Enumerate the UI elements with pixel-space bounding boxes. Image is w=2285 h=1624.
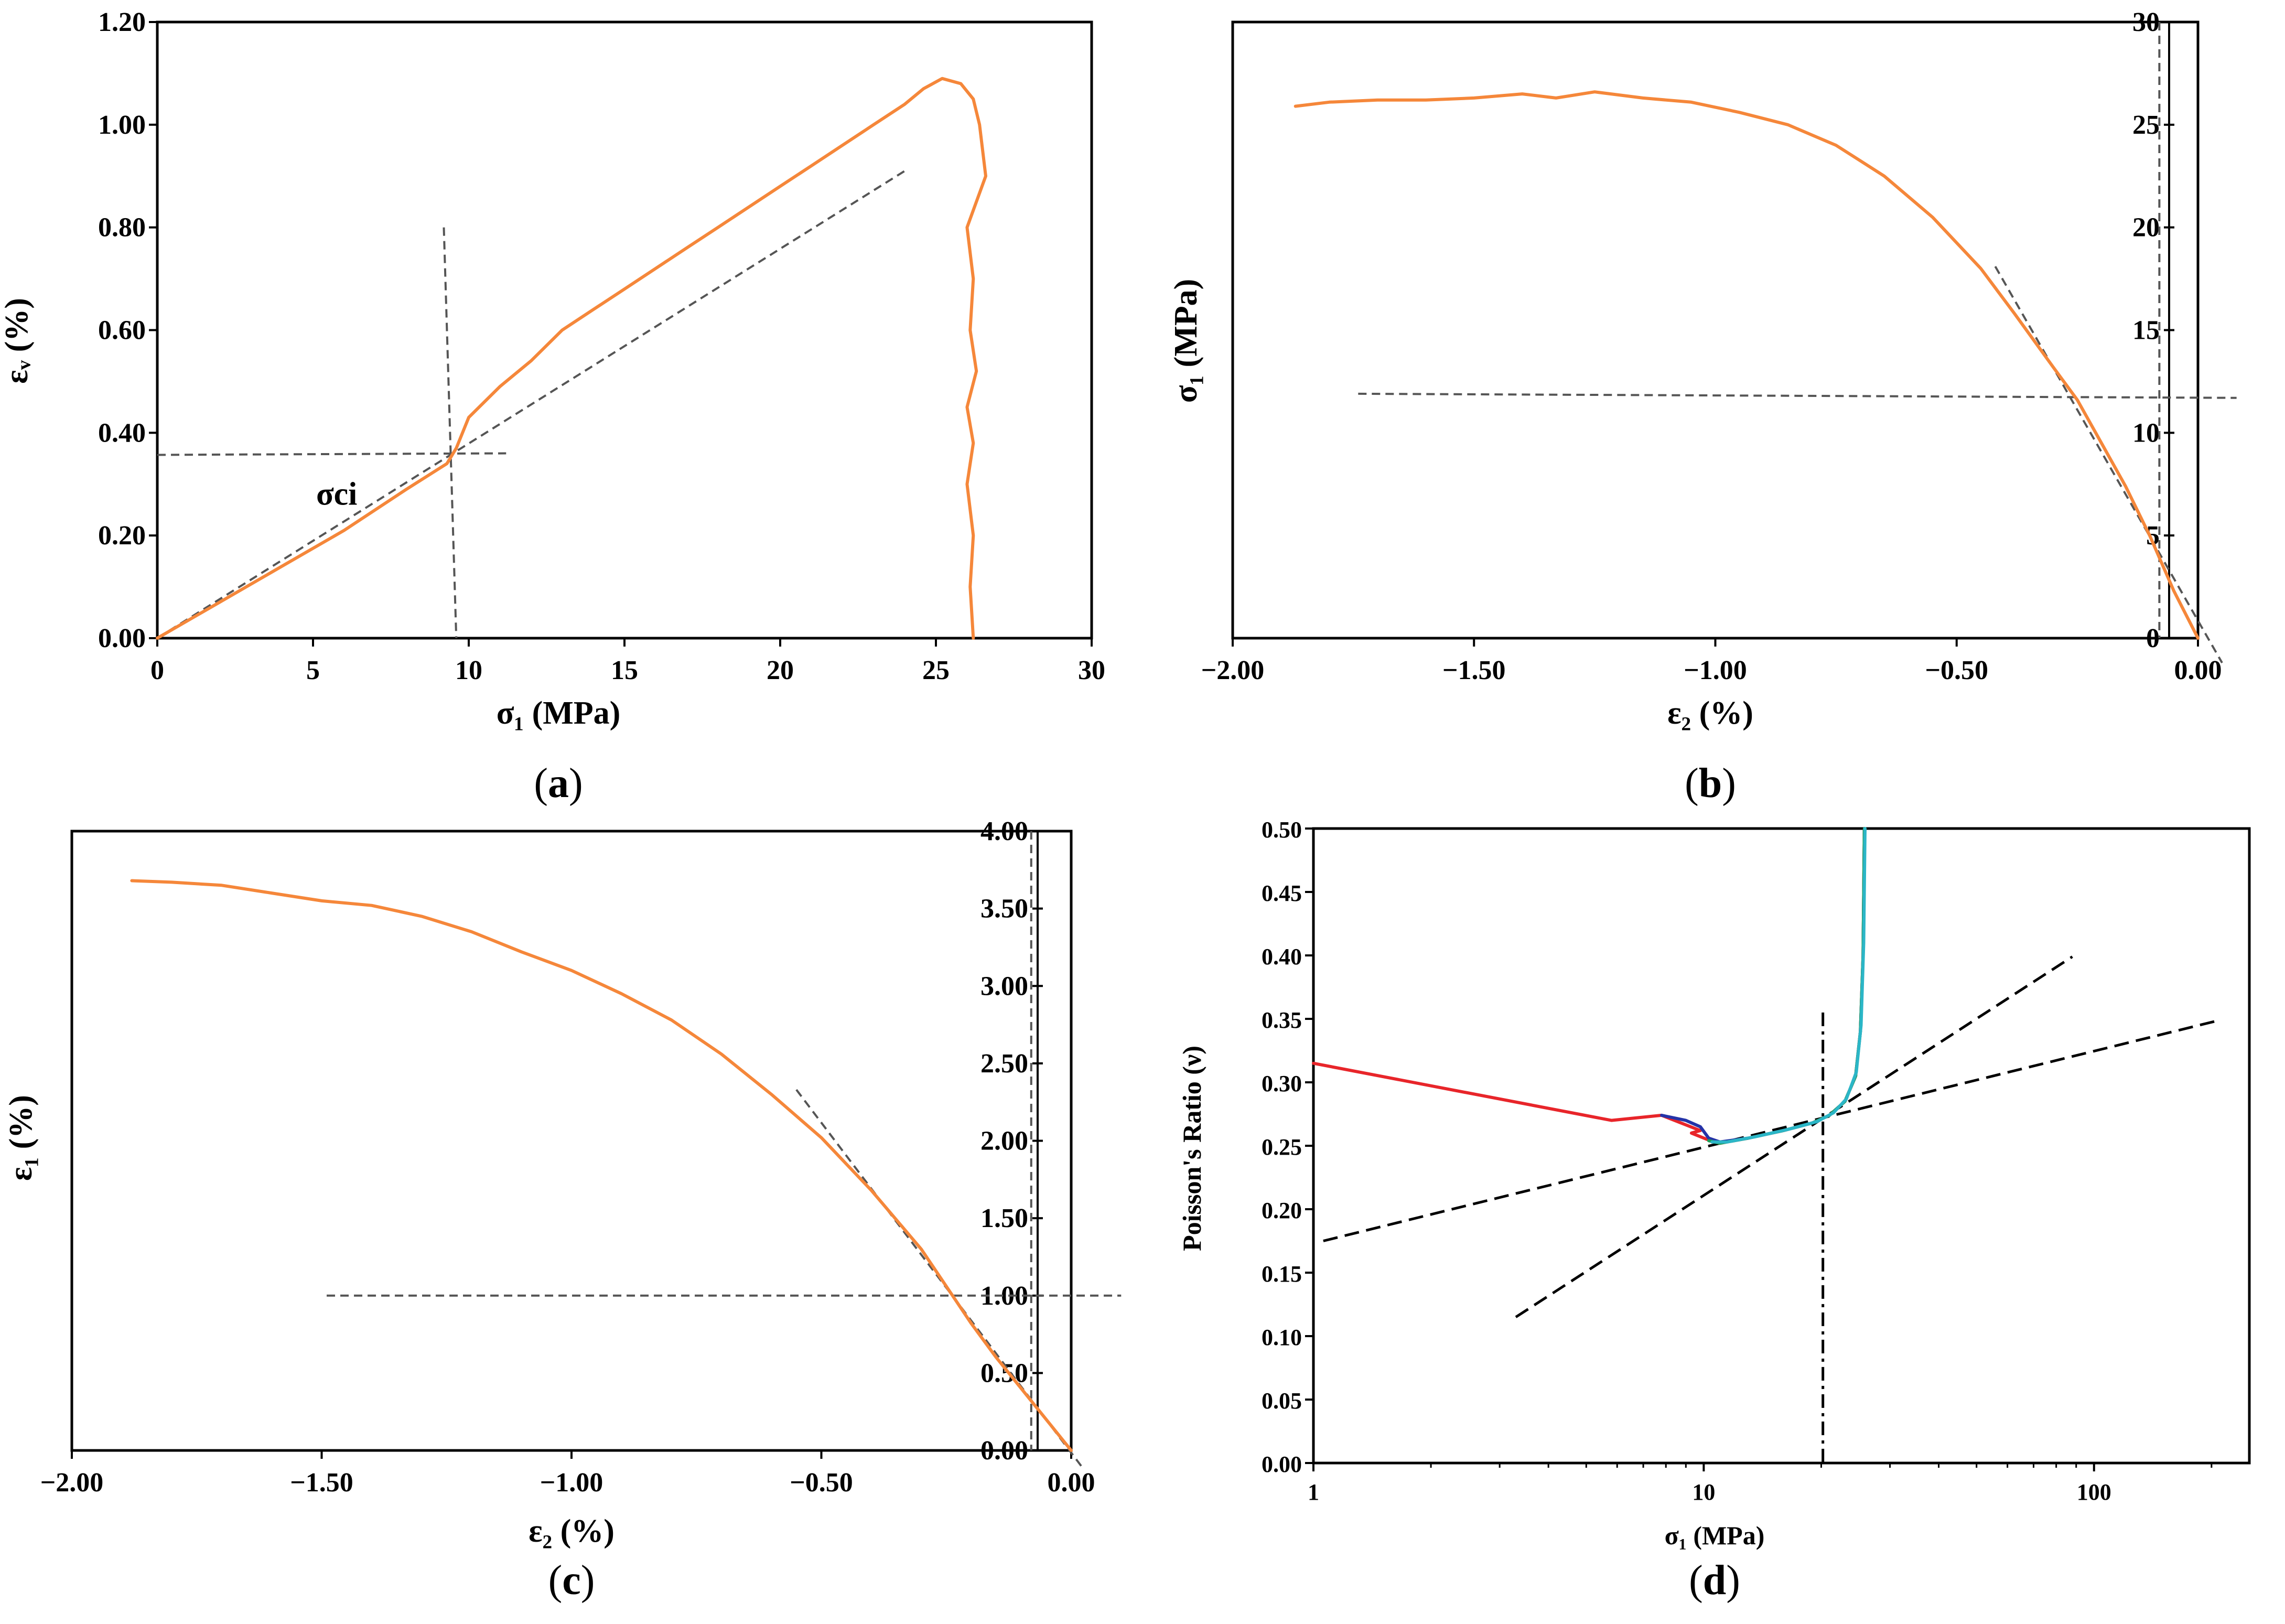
y-tick-label: 0.60 [98, 316, 146, 346]
series-line-lateral-strain [1294, 90, 2200, 640]
caption-close: ) [1722, 760, 1736, 806]
y-tick-label: 3.50 [980, 894, 1028, 924]
y-tick-label: 1.50 [980, 1203, 1028, 1233]
x-tick-label: 5 [306, 655, 320, 685]
y-tick-label: 15 [2132, 316, 2160, 346]
x-tick-label: −0.50 [790, 1468, 853, 1498]
series-line-cyan [1710, 827, 1867, 1144]
panel-caption: (c) [548, 1557, 595, 1604]
guide-line [1994, 266, 2223, 663]
annotation-sigma-ci: σci [316, 476, 357, 512]
x-tick-label: −1.50 [1442, 655, 1506, 685]
y-tick-label: 3.00 [980, 971, 1028, 1001]
series-line-green [1707, 827, 1866, 1145]
series-line-axial-vs-lateral-strain [130, 879, 1073, 1452]
caption-letter: b [1699, 760, 1722, 806]
x-tick-label: 15 [611, 655, 638, 685]
caption-close: ) [581, 1557, 595, 1604]
y-tick-label: 0 [2146, 623, 2160, 653]
y-tick-label: 20 [2132, 213, 2160, 243]
y-tick-label: 0.05 [1262, 1388, 1302, 1414]
series-line-red [1312, 827, 1866, 1145]
panel-c: −2.00 −1.50 −1.00 −0.50 0.000.000.501.001.50… [3, 816, 1122, 1604]
x-tick-label: 100 [2077, 1479, 2111, 1505]
x-tick-label: −1.00 [540, 1468, 603, 1498]
y-axis-label: εᵥ (%) [0, 298, 35, 384]
x-tick-label: 1 [1308, 1479, 1319, 1505]
x-axis-label: σ₁ (MPa) [497, 695, 621, 731]
y-tick-label: 25 [2132, 110, 2160, 140]
x-tick-label: −1.50 [290, 1468, 353, 1498]
caption-letter: c [562, 1557, 581, 1604]
y-axis-label: ε₁ (%) [3, 1095, 39, 1181]
x-axis-label: σ₁ (MPa) [1665, 1521, 1765, 1550]
plot-frame [156, 20, 1093, 640]
plot-frame [70, 830, 1073, 1452]
y-tick-label: 1.00 [98, 110, 146, 140]
series-line-blue [1660, 827, 1866, 1144]
x-tick-label: −1.00 [1684, 655, 1747, 685]
guide-line [443, 227, 458, 639]
x-axis-label: ε₂ (%) [1667, 695, 1753, 731]
y-tick-label: 0.00 [1262, 1451, 1302, 1477]
caption-close: ) [1726, 1557, 1740, 1604]
panel-caption: (a) [534, 760, 583, 806]
x-axis-label: ε₂ (%) [529, 1513, 615, 1549]
y-tick-label: 0.10 [1262, 1325, 1302, 1350]
caption-open: ( [534, 760, 548, 806]
guide-line [156, 170, 906, 639]
y-tick-label: 1.20 [98, 7, 146, 37]
x-tick-label: 20 [767, 655, 794, 685]
y-axis-label: Poisson's Ratio (ν) [1177, 1046, 1206, 1251]
x-tick-label: 10 [1692, 1479, 1715, 1505]
y-tick-label: 0.40 [1262, 944, 1302, 970]
y-tick-label: 0.80 [98, 213, 146, 243]
caption-open: ( [1685, 760, 1699, 806]
guide-line [1515, 955, 2073, 1318]
y-tick-label: 0.25 [1262, 1134, 1302, 1160]
x-tick-label: 10 [455, 655, 482, 685]
y-tick-label: 0.20 [1262, 1198, 1302, 1223]
y-tick-label: 2.50 [980, 1049, 1028, 1079]
x-tick-label: 30 [1078, 655, 1105, 685]
y-tick-label: 0.00 [980, 1436, 1028, 1466]
y-tick-label: 0.35 [1262, 1007, 1302, 1033]
y-tick-label: 0.50 [1262, 817, 1302, 843]
caption-close: ) [569, 760, 583, 806]
y-tick-label: 0.45 [1262, 880, 1302, 906]
plot-frame [1231, 20, 2200, 640]
guide-line [1358, 392, 2237, 399]
y-tick-label: 0.30 [1262, 1071, 1302, 1096]
y-tick-label: 2.00 [980, 1126, 1028, 1156]
y-tick-label: 30 [2132, 7, 2160, 37]
y-axis-label: σ₁ (MPa) [1168, 279, 1204, 403]
y-tick-label: 0.00 [98, 623, 146, 653]
y-tick-label: 4.00 [980, 816, 1028, 846]
caption-letter: a [548, 760, 569, 806]
y-tick-label: 10 [2132, 418, 2160, 448]
x-tick-label: −2.00 [40, 1468, 104, 1498]
y-tick-label: 0.40 [98, 418, 146, 448]
panel-d: 1 10 100 0.00 0.05 0.10 0.15 0.20 0.25 0.30 0.35 0.… [1177, 817, 2251, 1604]
y-tick-label: 0.15 [1262, 1261, 1302, 1287]
x-tick-label: 0.00 [2174, 655, 2222, 685]
x-tick-label: 0.00 [1048, 1468, 1095, 1498]
x-tick-label: 25 [922, 655, 950, 685]
panel-caption: (d) [1689, 1557, 1740, 1604]
caption-open: ( [548, 1557, 563, 1604]
guide-line [157, 452, 506, 456]
x-tick-label: −0.50 [1925, 655, 1988, 685]
panel-a: 0 5 10 15 20 25 30 0.00 0.20 0.40 0.60 0.80 1.00 1.20… [0, 7, 1105, 806]
guide-line [1323, 1018, 2221, 1242]
series-line-volumetric-strain [156, 77, 987, 640]
x-tick-label: 0 [150, 655, 164, 685]
x-tick-label: −2.00 [1201, 655, 1265, 685]
y-tick-label: 0.20 [98, 521, 146, 551]
caption-letter: d [1703, 1557, 1727, 1604]
panel-caption: (b) [1685, 760, 1736, 806]
caption-open: ( [1689, 1557, 1703, 1604]
